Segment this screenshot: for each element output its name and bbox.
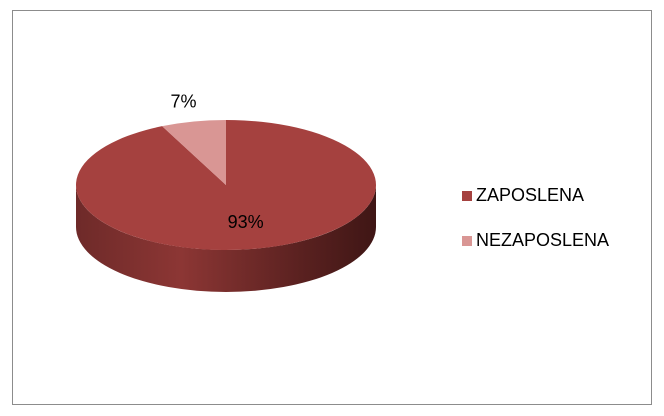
legend-label: ZAPOSLENA	[476, 185, 584, 205]
data-label: 7%	[170, 91, 196, 111]
legend-swatch	[462, 236, 472, 246]
legend-label: NEZAPOSLENA	[476, 230, 609, 250]
pie-slice	[162, 120, 226, 185]
legend-swatch	[462, 191, 472, 201]
pie-side	[76, 185, 376, 292]
pie-slice	[75, 120, 376, 250]
data-label: 93%	[228, 212, 264, 232]
